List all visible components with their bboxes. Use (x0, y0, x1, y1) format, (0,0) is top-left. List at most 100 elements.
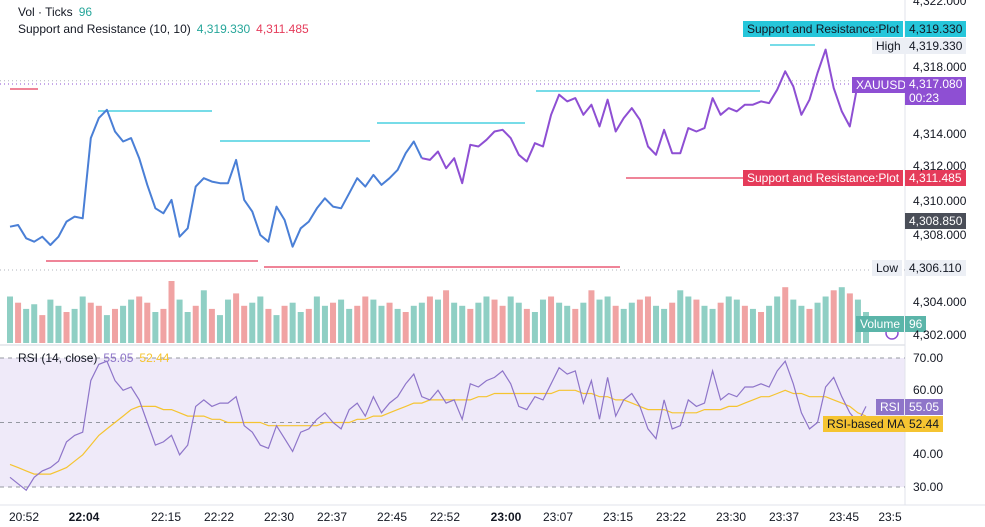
volume-bar (564, 305, 571, 343)
volume-bar (443, 290, 450, 343)
volume-bar (822, 296, 829, 343)
volume-bar (709, 308, 716, 343)
volume-bar (806, 308, 813, 343)
volume-badge-label: Volume (856, 316, 905, 332)
volume-bar (241, 305, 248, 343)
volume-bar (749, 308, 756, 343)
price-axis-label: 4,302.000 (913, 328, 967, 342)
volume-bar (725, 296, 732, 343)
volume-bar (200, 290, 207, 343)
volume-bar (55, 305, 62, 343)
volume-bar (580, 302, 587, 343)
time-axis-label: 23:5 (878, 510, 902, 524)
volume-bar (499, 305, 506, 343)
volume-bar (321, 305, 328, 343)
time-axis-label: 23:37 (768, 510, 800, 524)
rsi-badge-value: 55.05 (905, 399, 944, 415)
volume-bar (491, 299, 498, 343)
volume-bar (766, 305, 773, 343)
volume-bar (225, 299, 232, 343)
volume-bar (774, 296, 781, 343)
volume-bar (435, 299, 441, 343)
volume-bar (483, 296, 490, 343)
price-axis-label: 4,322.000 (913, 0, 967, 8)
volume-bar (87, 302, 94, 343)
last-price-badge: 4,317.080 00:23 (905, 77, 967, 105)
volume-bar (176, 299, 183, 343)
sr-bottom-plot-value: 4,311.485 (905, 170, 966, 186)
rsi-ma-line (9, 389, 867, 475)
rsi-legend-label: RSI (14, close) (18, 351, 98, 365)
volume-bar (515, 302, 522, 343)
volume-bar (846, 293, 853, 343)
volume-bar (677, 290, 684, 343)
high-value: 4,319.330 (905, 38, 967, 54)
price-axis-label: 4,310.000 (913, 194, 967, 208)
volume-bar (370, 299, 377, 343)
volume-bar (620, 308, 627, 343)
volume-bar (798, 305, 805, 343)
price-axis-label: 4,312.000 (913, 159, 967, 173)
volume-bar (257, 296, 264, 343)
volume-bar (830, 290, 837, 343)
price-line-early (9, 108, 423, 248)
last-price-value: 4,317.080 (909, 77, 963, 91)
volume-bar (7, 296, 13, 343)
sr-legend-value-2: 4,311.485 (256, 22, 309, 36)
volume-bar (394, 308, 401, 343)
volume-bar (596, 299, 603, 343)
volume-bar (838, 287, 845, 343)
volume-bar (733, 299, 740, 343)
sr-top-plot-label: Support and Resistance:Plot (743, 21, 904, 37)
volume-bar (636, 299, 643, 343)
sr-legend-label: Support and Resistance (10, 10) (18, 22, 191, 36)
volume-bar (265, 308, 272, 343)
symbol-badge: XAUUSD (852, 77, 911, 93)
rsi-line (9, 360, 867, 492)
price-axis-label: 4,318.000 (913, 60, 967, 74)
volume-bar (556, 302, 563, 343)
volume-bar (281, 305, 288, 343)
volume-bar (790, 299, 797, 343)
volume-bar (47, 299, 54, 343)
volume-bar (208, 308, 215, 343)
sr-legend-value-1: 4,319.330 (196, 22, 251, 36)
volume-bar (103, 315, 110, 343)
time-axis-label: 22:30 (263, 510, 295, 524)
volume-bar (701, 305, 708, 343)
time-axis-label: 22:15 (150, 510, 182, 524)
volume-bar (644, 296, 651, 343)
low-label: Low (872, 260, 903, 276)
time-axis-label: 22:45 (376, 510, 408, 524)
volume-bar (39, 315, 46, 343)
volume-bar (741, 305, 748, 343)
volume-bar (402, 312, 409, 343)
volume-bar (79, 296, 86, 343)
countdown-value: 00:23 (909, 91, 940, 105)
volume-bar (467, 308, 474, 343)
volume-bar (548, 296, 555, 343)
sr-bottom-plot-label: Support and Resistance:Plot (743, 170, 904, 186)
volume-bar (531, 312, 538, 343)
volume-bar (297, 312, 304, 343)
volume-bar (758, 312, 765, 343)
low-value: 4,306.110 (905, 260, 966, 276)
rsi-legend-ma-value: 52.44 (139, 351, 170, 365)
volume-bar (653, 305, 660, 343)
rsi-ma-badge-value: 52.44 (905, 416, 944, 432)
sr-legend: Support and Resistance (10, 10) 4,319.330… (18, 22, 309, 36)
volume-legend-value: 96 (78, 5, 93, 19)
high-label: High (872, 38, 905, 54)
volume-bar (378, 305, 385, 343)
volume-bar (669, 302, 676, 343)
volume-bar (249, 302, 256, 343)
time-axis-label: 22:52 (429, 510, 461, 524)
volume-bar (144, 302, 151, 343)
time-axis-label: 23:07 (542, 510, 574, 524)
volume-bar (507, 296, 514, 343)
volume-bar (451, 302, 458, 343)
volume-bar (354, 305, 361, 343)
time-axis-label: 22:37 (316, 510, 348, 524)
time-axis-label: 23:22 (655, 510, 687, 524)
